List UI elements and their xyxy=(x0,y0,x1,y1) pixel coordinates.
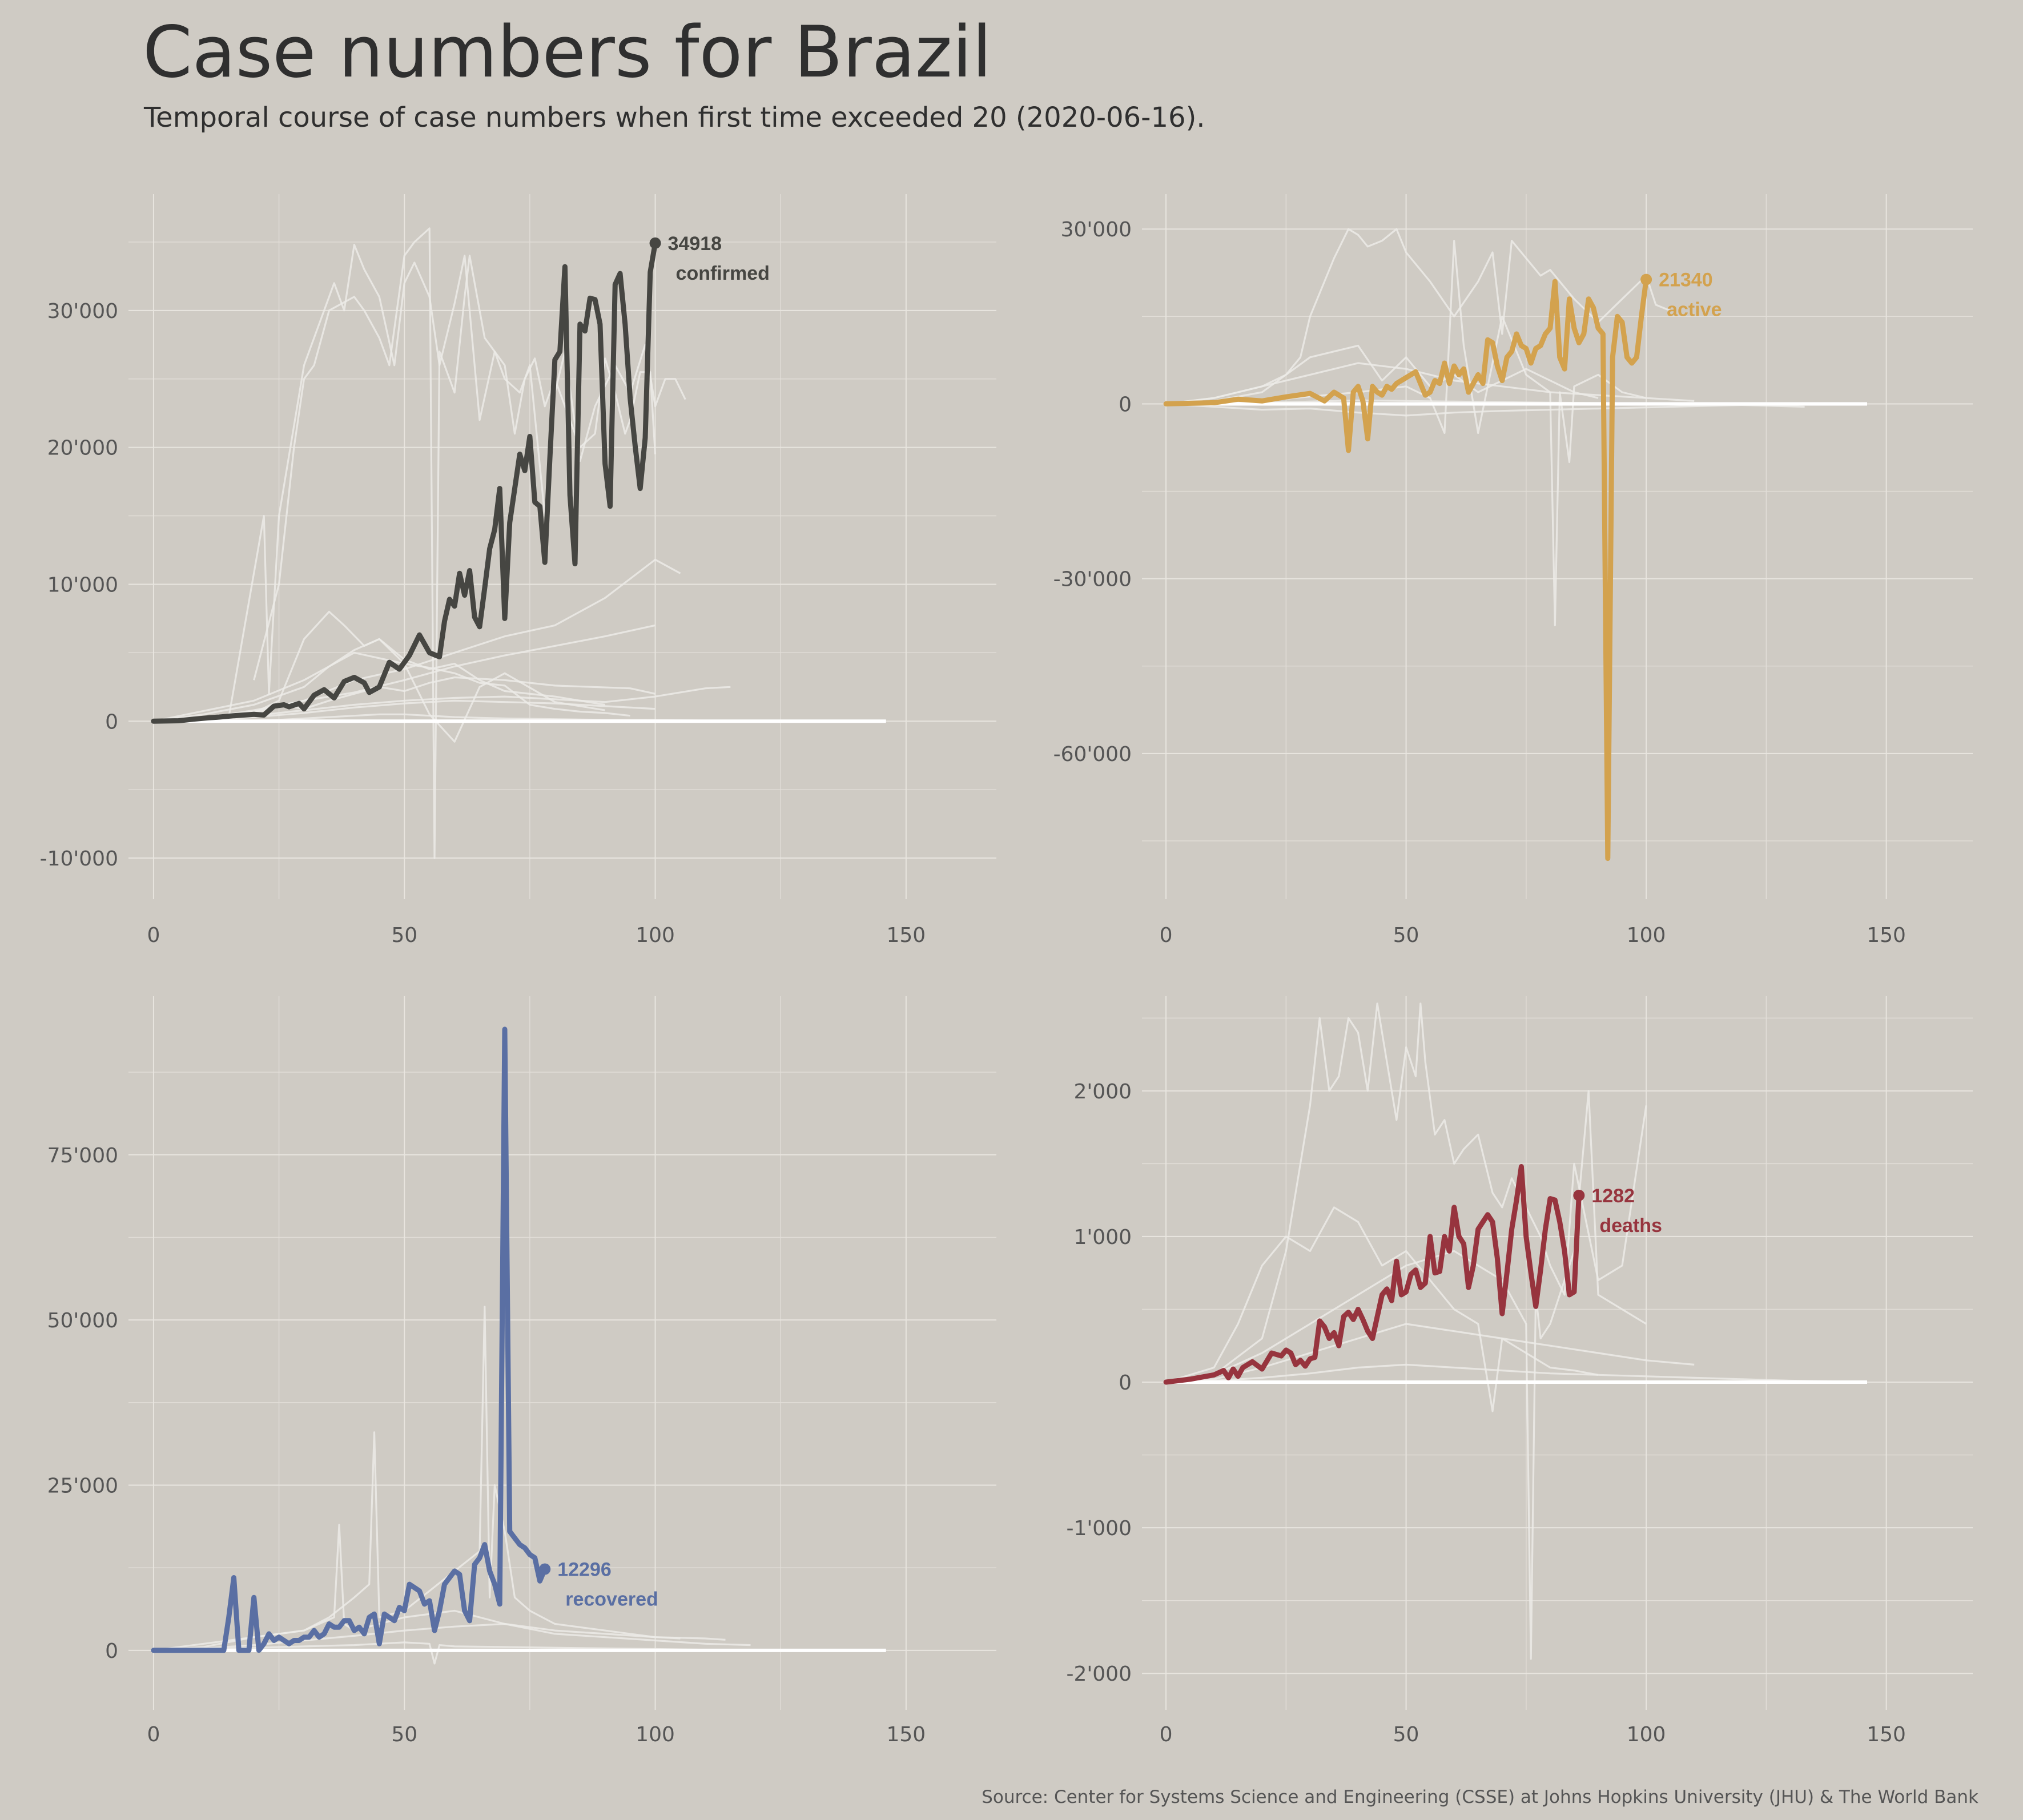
y-tick-label: 0 xyxy=(1119,393,1132,416)
y-tick-label: 30'000 xyxy=(47,300,118,323)
brazil-series-line xyxy=(151,1026,548,1653)
x-tick-label: 100 xyxy=(636,924,675,947)
y-tick-label: 0 xyxy=(1119,1371,1132,1395)
x-tick-label: 150 xyxy=(886,1723,926,1746)
country-series-line xyxy=(1166,402,1805,417)
country-series-line xyxy=(1165,362,1695,405)
end-value-label: 12296 xyxy=(557,1559,612,1581)
x-tick-label: 50 xyxy=(1393,1723,1419,1746)
end-point xyxy=(1573,1189,1585,1201)
y-tick-label: -1'000 xyxy=(1066,1517,1132,1540)
chart-recovered: 0 50 100 150 0 25'000 50'000 75'000 12296 recover… xyxy=(47,996,996,1746)
country-series-line xyxy=(1165,1206,1599,1412)
brazil-series-line xyxy=(151,240,658,724)
country-series-line xyxy=(1166,1323,1695,1383)
y-tick-label: 30'000 xyxy=(1061,218,1132,241)
chart-deaths: 0 50 100 150 -2'000 -1'000 0 1'000 2'000 1282 deat… xyxy=(1066,996,1973,1746)
end-name-label: confirmed xyxy=(676,263,770,284)
x-tick-label: 0 xyxy=(1160,1723,1173,1746)
source-caption: Source: Center for Systems Science and E… xyxy=(982,1787,1978,1807)
country-series-line xyxy=(1166,240,1647,626)
page-subtitle: Temporal course of case numbers when fir… xyxy=(144,102,1205,134)
country-series-line xyxy=(153,699,655,722)
page-title: Case numbers for Brazil xyxy=(143,11,992,94)
country-series-line xyxy=(153,1622,726,1652)
y-tick-label: -10'000 xyxy=(40,847,118,871)
x-tick-label: 100 xyxy=(1627,924,1666,947)
x-tick-label: 50 xyxy=(391,1723,417,1746)
country-series-line xyxy=(153,244,686,722)
x-tick-label: 0 xyxy=(1160,924,1173,947)
y-tick-label: -30'000 xyxy=(1053,568,1132,591)
chart-confirmed: 0 50 100 150 -10'000 0 10'000 20'000 30'000 34918… xyxy=(40,194,996,947)
end-point xyxy=(539,1563,551,1575)
y-tick-label: 0 xyxy=(105,710,118,734)
y-tick-label: 2'000 xyxy=(1073,1080,1132,1104)
x-tick-label: 50 xyxy=(1393,924,1419,947)
end-value-label: 21340 xyxy=(1659,269,1713,291)
x-tick-label: 100 xyxy=(1627,1723,1666,1746)
y-tick-label: 25'000 xyxy=(47,1474,118,1497)
chart-active: 0 50 100 150 -60'000 -30'000 0 30'000 21340 activ… xyxy=(1053,194,1973,947)
y-tick-label: -2'000 xyxy=(1066,1662,1132,1686)
end-name-label: recovered xyxy=(565,1589,658,1610)
country-series-line xyxy=(1166,1363,1863,1383)
country-series-line xyxy=(1165,228,1671,405)
y-tick-label: 0 xyxy=(105,1640,118,1663)
y-tick-label: -60'000 xyxy=(1053,743,1132,766)
y-tick-label: 20'000 xyxy=(47,437,118,460)
end-name-label: deaths xyxy=(1599,1215,1662,1237)
brazil-series-line xyxy=(1163,277,1649,861)
x-tick-label: 100 xyxy=(636,1723,675,1746)
y-tick-label: 10'000 xyxy=(47,573,118,597)
y-tick-label: 1'000 xyxy=(1073,1226,1132,1249)
end-name-label: active xyxy=(1667,299,1722,321)
x-tick-label: 150 xyxy=(886,924,926,947)
brazil-series-line xyxy=(1163,1164,1582,1385)
x-tick-label: 0 xyxy=(147,1723,160,1746)
y-tick-label: 75'000 xyxy=(47,1144,118,1167)
x-tick-label: 0 xyxy=(147,924,160,947)
y-tick-label: 50'000 xyxy=(47,1309,118,1332)
country-series-line xyxy=(253,227,657,859)
country-series-line xyxy=(153,638,605,722)
country-series-line xyxy=(153,651,605,743)
x-tick-label: 150 xyxy=(1867,1723,1906,1746)
end-value-label: 1282 xyxy=(1591,1185,1635,1207)
end-point xyxy=(1640,273,1652,285)
x-tick-label: 50 xyxy=(391,924,417,947)
x-tick-label: 150 xyxy=(1867,924,1906,947)
end-value-label: 34918 xyxy=(668,233,722,255)
country-series-line xyxy=(153,1524,751,1652)
end-point xyxy=(649,237,661,249)
